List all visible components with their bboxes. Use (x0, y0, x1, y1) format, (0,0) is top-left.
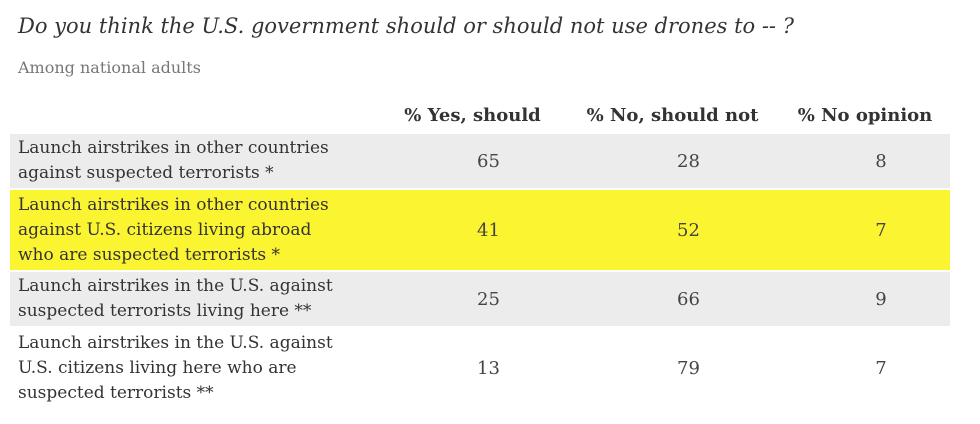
cell-no-opinion: 8 (875, 150, 887, 172)
results-table: % Yes, should % No, should not % No opin… (10, 96, 950, 410)
column-header-yes: % Yes, should (404, 104, 541, 126)
page-title: Do you think the U.S. government should … (18, 14, 794, 38)
column-header-no: % No, should not (586, 104, 759, 126)
row-label: Launch airstrikes in the U.S. against su… (10, 272, 396, 326)
page-subtitle: Among national adults (18, 58, 201, 77)
table-row-highlighted: Launch airstrikes in other countries aga… (10, 190, 950, 272)
cell-yes: 65 (477, 150, 500, 172)
table-row: Launch airstrikes in the U.S. against U.… (10, 328, 950, 410)
row-label-line: U.S. citizens living here who are (18, 357, 297, 378)
cell-no: 28 (677, 150, 700, 172)
row-label-line: who are suspected terrorists * (18, 244, 281, 265)
row-label-line: Launch airstrikes in other countries (18, 194, 329, 215)
cell-no-opinion: 7 (875, 219, 887, 241)
cell-yes: 13 (477, 357, 500, 379)
row-label: Launch airstrikes in other countries aga… (10, 191, 396, 270)
cell-yes: 25 (477, 288, 500, 310)
column-header-no-opinion: % No opinion (797, 104, 933, 126)
cell-no-opinion: 9 (875, 288, 887, 310)
cell-no: 52 (677, 219, 700, 241)
table-row: Launch airstrikes in the U.S. against su… (10, 272, 950, 328)
row-label-line: Launch airstrikes in the U.S. against (18, 276, 333, 296)
row-label: Launch airstrikes in other countries aga… (10, 134, 396, 188)
cell-yes: 41 (477, 219, 500, 241)
row-label-line: suspected terrorists living here ** (18, 301, 312, 321)
cell-no: 66 (677, 288, 700, 310)
row-label-line: suspected terrorists ** (18, 382, 214, 403)
cell-no: 79 (677, 357, 700, 379)
row-label-line: against U.S. citizens living abroad (18, 219, 312, 240)
table-header: % Yes, should % No, should not % No opin… (10, 96, 950, 134)
row-label: Launch airstrikes in the U.S. against U.… (10, 329, 396, 408)
table-row: Launch airstrikes in other countries aga… (10, 134, 950, 190)
row-label-line: Launch airstrikes in other countries (18, 138, 329, 158)
cell-no-opinion: 7 (875, 357, 887, 379)
row-label-line: Launch airstrikes in the U.S. against (18, 332, 333, 353)
row-label-line: against suspected terrorists * (18, 163, 274, 183)
